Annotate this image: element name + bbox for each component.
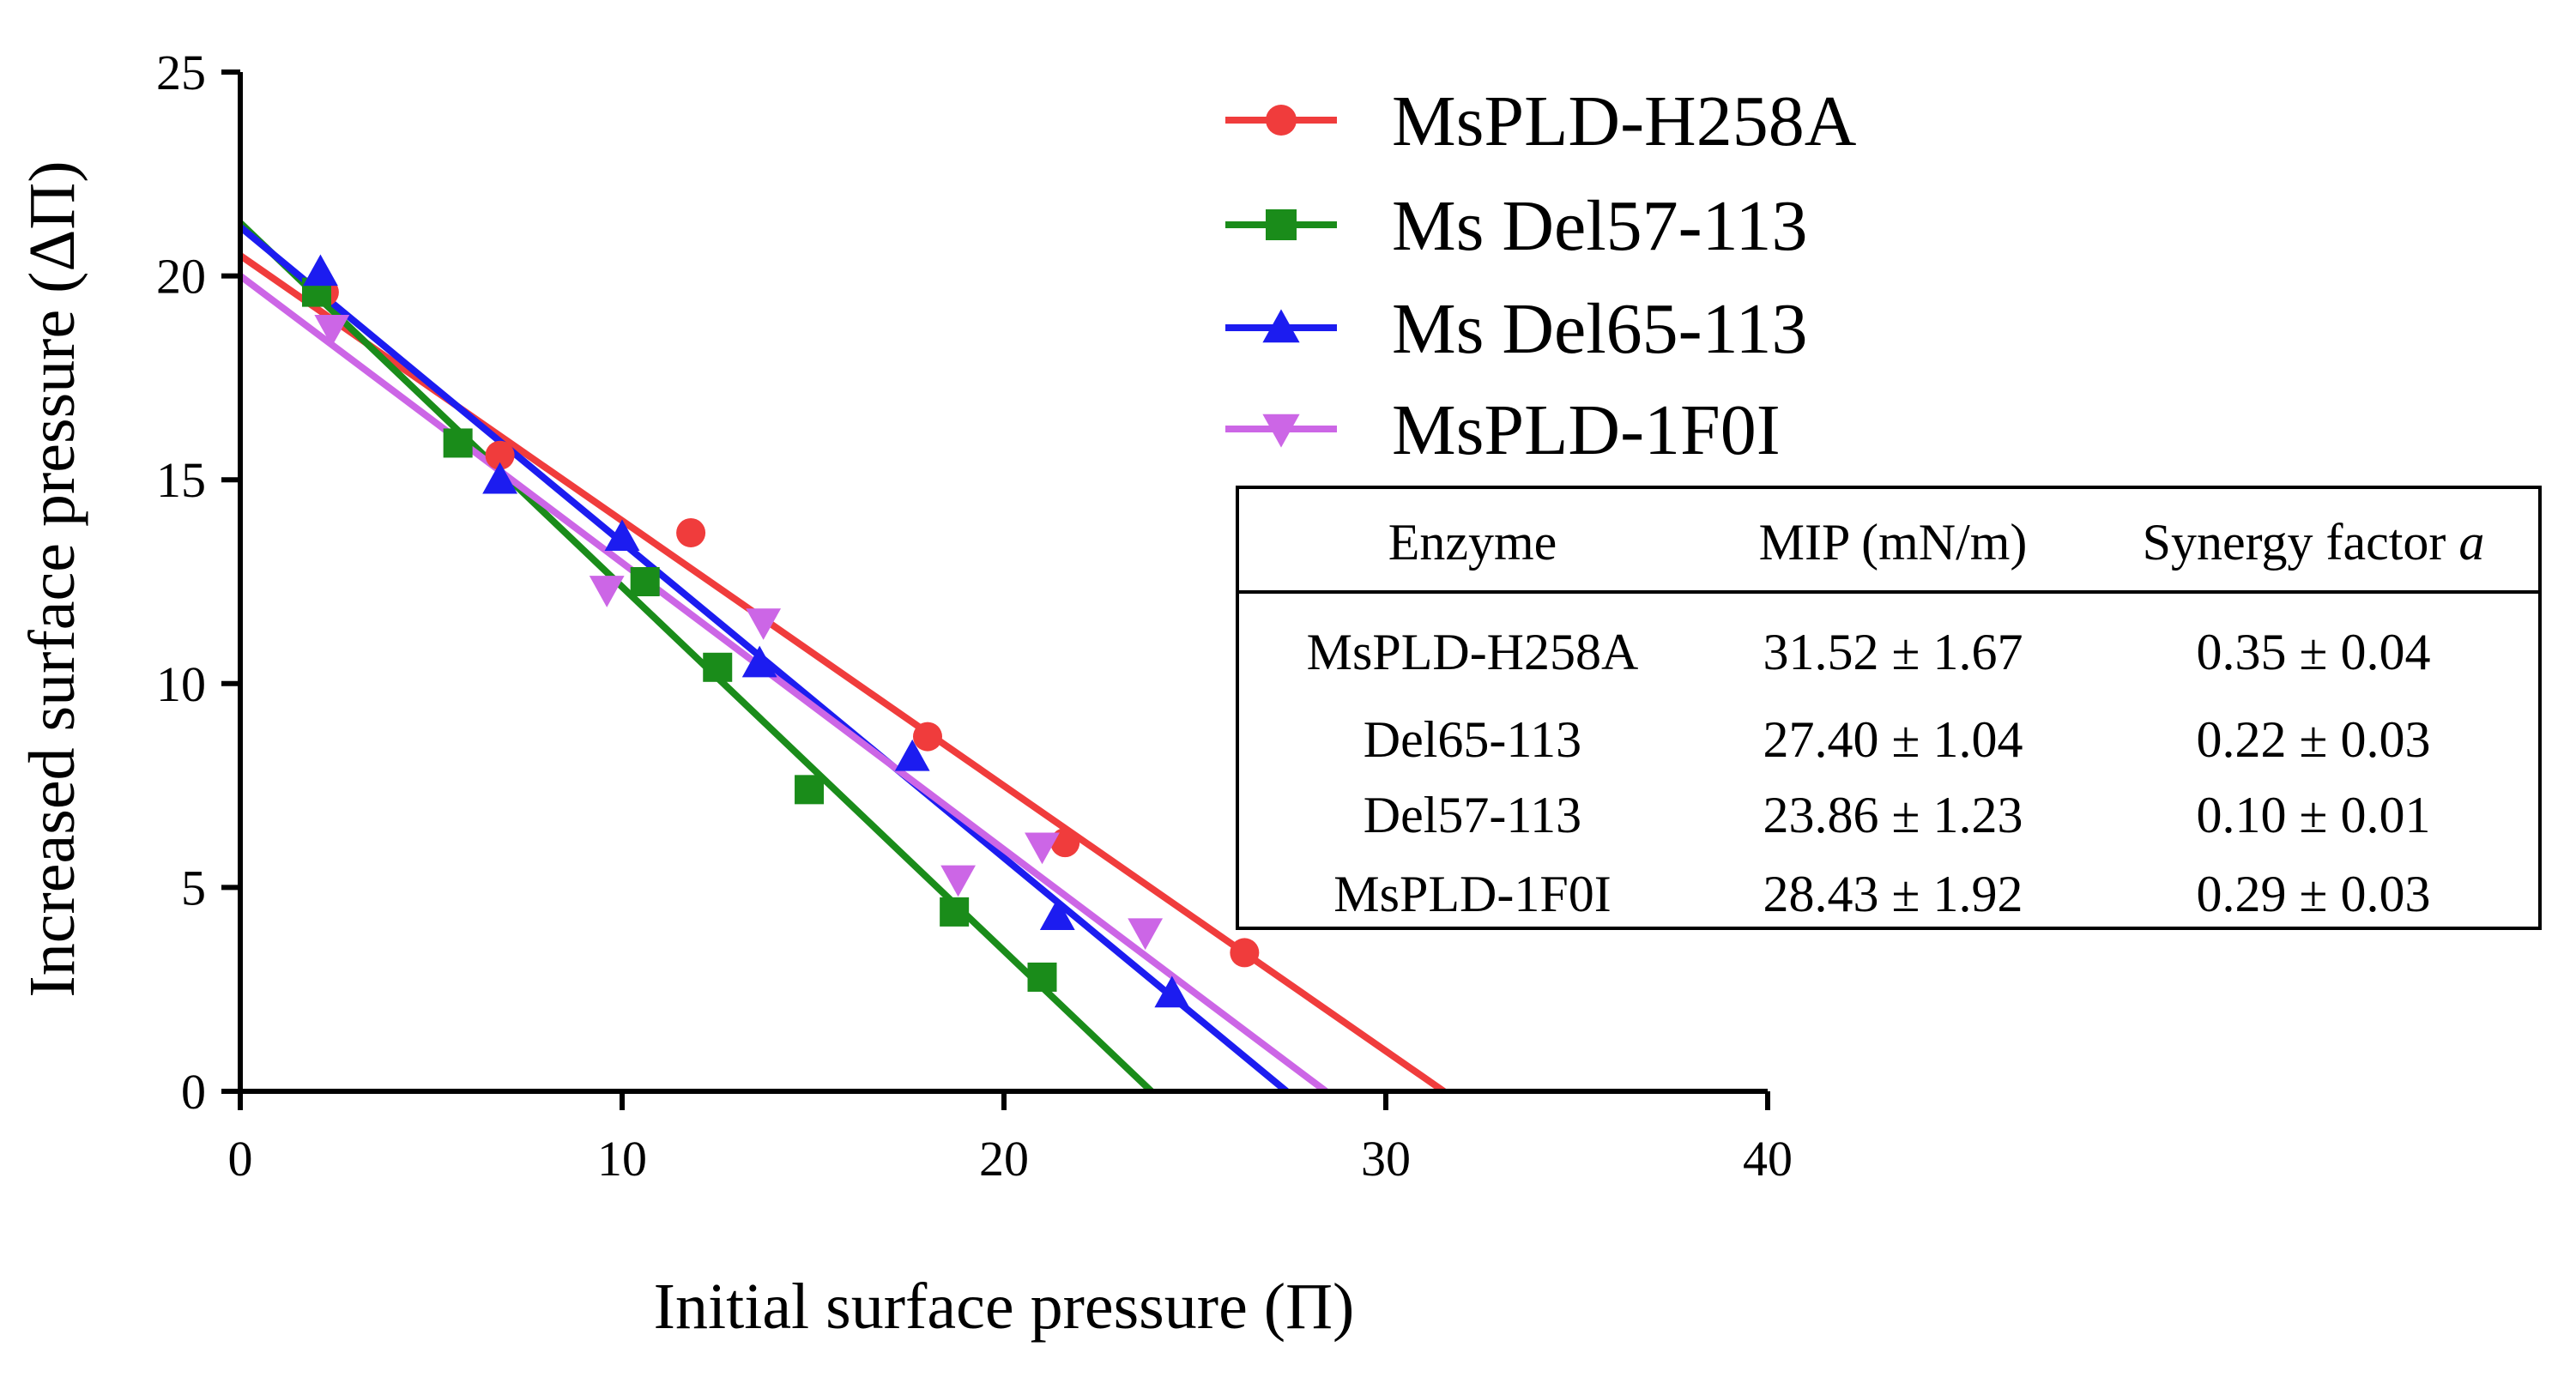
data-point-series-1 [676,517,706,547]
data-point-series-1 [1230,938,1260,968]
data-point-series-4 [940,865,976,897]
table-cell: 31.52 ± 1.67 [1763,624,2023,680]
data-point-series-4 [589,576,625,607]
y-tick-label: 25 [156,45,206,100]
y-tick-label: 20 [156,249,206,305]
table-cell: MsPLD-1F0I [1333,866,1611,922]
data-point-series-3 [1039,898,1075,930]
table-header-mip: MIP (mN/m) [1759,514,2028,571]
x-axis-title: Initial surface pressure (Π) [654,1271,1355,1343]
table-cell: 0.10 ± 0.01 [2197,787,2431,843]
data-point-series-2 [443,428,473,458]
x-tick-label: 0 [228,1131,253,1187]
table-cell: Del57-113 [1364,787,1581,843]
x-tick-label: 20 [979,1131,1029,1187]
fit-line-series-2 [238,220,1154,1094]
data-point-series-3 [604,519,640,552]
table-header-synergy: Synergy factor a [2143,514,2485,571]
results-table: Enzyme MIP (mN/m) Synergy factor a MsPLD… [1236,486,2542,930]
y-axis-title: Increased surface pressure (ΔΠ) [16,160,88,997]
table-cell: 0.35 ± 0.04 [2197,624,2431,680]
data-point-series-1 [913,722,942,752]
legend-label-series-1: MsPLD-H258A [1392,82,1857,161]
table-cell: MsPLD-H258A [1307,624,1639,680]
legend-label-series-3: Ms Del65-113 [1392,289,1808,369]
data-point-series-4 [1025,832,1060,865]
table-header-synergy-label: Synergy factor [2143,514,2446,571]
legend-label-series-2: Ms Del57-113 [1392,186,1808,266]
x-tick-label: 30 [1361,1131,1411,1187]
table-rows: MsPLD-H258A 31.52 ± 1.67 0.35 ± 0.04 Del65-… [1307,624,2431,922]
legend-marker-series-1 [1266,105,1297,136]
data-point-series-2 [703,652,733,682]
fit-line-series-4 [238,273,1328,1095]
data-point-series-2 [940,897,970,927]
table-cell: 0.29 ± 0.03 [2197,866,2431,922]
x-tick-label: 40 [1743,1131,1793,1187]
y-tick-label: 0 [181,1064,206,1120]
table-cell: Del65-113 [1364,711,1581,768]
data-point-series-4 [1128,918,1164,951]
axis-ticks: 0 10 20 30 40 0 5 10 15 20 25 [156,45,1793,1187]
y-tick-label: 10 [156,656,206,712]
x-tick-label: 10 [597,1131,647,1187]
data-point-series-3 [894,739,930,771]
legend-marker-series-3 [1262,309,1300,343]
data-point-series-2 [1027,962,1057,992]
legend-marker-series-2 [1266,209,1297,240]
table-border [1236,486,2542,930]
legend: MsPLD-H258A Ms Del57-113 Ms Del65-113 MsPLD… [1225,82,1857,470]
table-header-enzyme: Enzyme [1388,514,1557,571]
data-point-series-4 [746,608,782,640]
data-points [302,254,1260,1008]
table-cell: 28.43 ± 1.92 [1763,866,2023,922]
y-tick-label: 5 [181,860,206,915]
data-point-series-3 [1154,975,1190,1008]
data-point-series-1 [1050,828,1080,858]
y-tick-label: 15 [156,452,206,508]
legend-label-series-4: MsPLD-1F0I [1392,390,1781,470]
data-point-series-3 [482,462,517,494]
legend-marker-series-4 [1262,414,1300,448]
data-point-series-3 [303,254,338,287]
data-point-series-4 [314,315,350,347]
data-point-series-1 [485,440,515,470]
data-point-series-2 [630,567,660,596]
data-point-series-2 [795,775,825,805]
table-cell: 23.86 ± 1.23 [1763,787,2023,843]
table-cell: 0.22 ± 0.03 [2197,711,2431,768]
table-cell: 27.40 ± 1.04 [1763,711,2023,768]
data-point-series-3 [741,645,777,678]
table-header-synergy-symbol: a [2458,514,2484,571]
